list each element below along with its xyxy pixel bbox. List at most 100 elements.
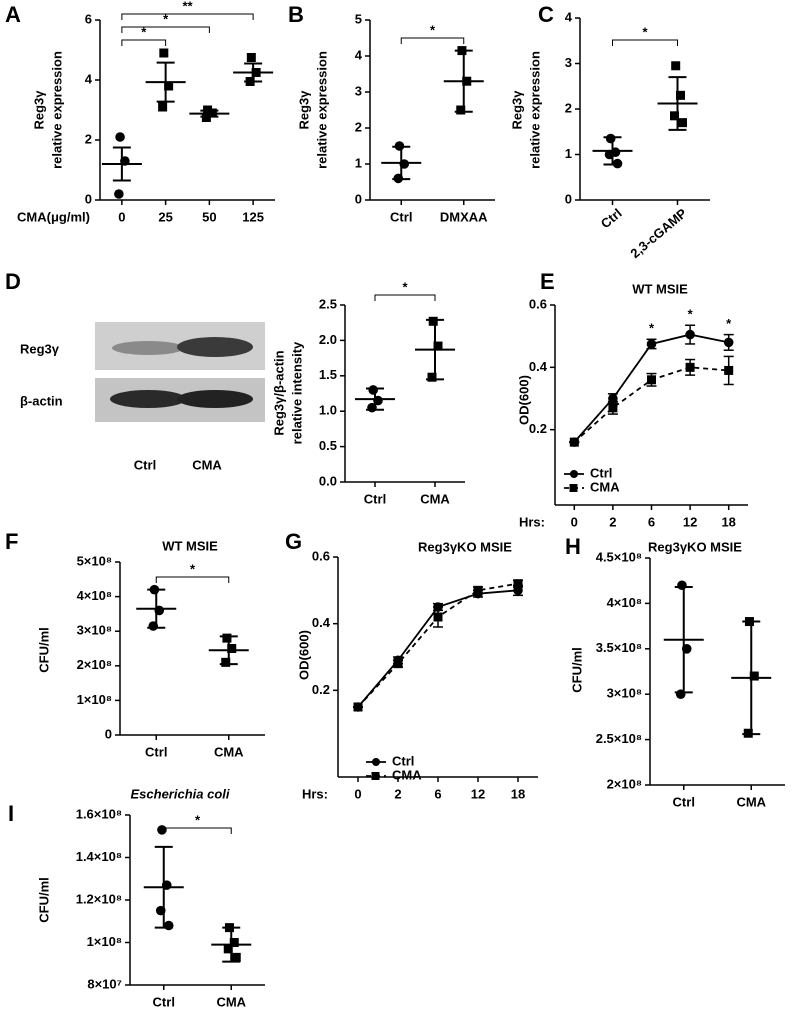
data-point xyxy=(223,944,233,954)
significance-label: * xyxy=(141,24,147,39)
x-tick-label: 18 xyxy=(511,786,525,801)
x-tick-label: 12 xyxy=(683,514,697,529)
panel-letter: C xyxy=(538,2,554,27)
y-tick-label: 1×10⁸ xyxy=(77,692,112,707)
x-tick-label: CMA xyxy=(216,994,246,1009)
y-tick-label: 1.0 xyxy=(319,403,337,418)
chart-title: Escherichia coli xyxy=(131,786,230,801)
data-point xyxy=(159,48,169,58)
x-tick-label: 6 xyxy=(648,514,655,529)
data-point xyxy=(231,952,241,962)
data-point xyxy=(678,118,687,128)
data-point xyxy=(513,579,523,589)
data-point xyxy=(221,657,231,667)
significance-label: * xyxy=(649,321,655,336)
significance-bracket xyxy=(163,827,232,834)
data-point xyxy=(724,365,734,375)
x-tick-label: CMA xyxy=(736,794,766,809)
y-tick-label: 4×10⁸ xyxy=(77,588,112,603)
data-point xyxy=(671,61,681,71)
x-axis-label: CMA(μg/ml) xyxy=(17,209,90,224)
legend-label: CMA xyxy=(590,479,620,494)
panel-letter: F xyxy=(5,529,18,554)
y-tick-label: 8×10⁷ xyxy=(87,976,122,991)
y-tick-label: 2.5 xyxy=(319,296,337,311)
data-point xyxy=(115,132,125,142)
panel-letter: B xyxy=(288,2,304,27)
chart-title: WT MSIE xyxy=(162,538,218,553)
x-tick-label: 6 xyxy=(434,786,441,801)
panel-letter: H xyxy=(565,534,581,559)
data-point xyxy=(456,105,466,115)
significance-bracket xyxy=(121,26,210,33)
panel-letter: I xyxy=(8,801,14,826)
legend-marker xyxy=(372,758,380,766)
data-point xyxy=(676,90,685,100)
x-tick-label: CMA xyxy=(214,744,244,759)
y-tick-label: 0.4 xyxy=(312,615,331,630)
y-tick-label: 0.4 xyxy=(529,359,548,374)
y-axis-label: relative intensity xyxy=(289,341,304,444)
chart-title: WT MSIE xyxy=(632,281,688,296)
data-point xyxy=(685,362,695,372)
y-axis-label: relative expression xyxy=(49,51,64,169)
x-tick-label: Ctrl xyxy=(145,744,167,759)
data-point xyxy=(569,437,579,447)
data-point xyxy=(608,403,618,413)
data-point xyxy=(114,189,124,199)
data-point xyxy=(158,102,168,112)
significance-label: * xyxy=(195,812,201,827)
y-tick-label: 0.6 xyxy=(529,296,547,311)
y-tick-label: 3.5×10⁸ xyxy=(596,640,642,655)
significance-bracket xyxy=(374,294,436,301)
x-tick-label: 25 xyxy=(158,209,172,224)
y-axis-label: Reg3γ xyxy=(509,90,524,130)
significance-label: * xyxy=(190,561,196,576)
x-axis-label: Hrs: xyxy=(302,786,328,801)
series-line xyxy=(357,582,519,708)
y-tick-label: 1.4×10⁸ xyxy=(76,849,122,864)
y-tick-label: 3 xyxy=(565,55,572,70)
data-point xyxy=(222,633,232,643)
data-point xyxy=(393,659,403,669)
data-point xyxy=(723,337,734,348)
significance-bracket xyxy=(155,576,230,583)
data-point xyxy=(428,316,438,326)
x-tick-label: 2 xyxy=(609,514,616,529)
blot-lane-label: CMA xyxy=(192,457,222,472)
data-point xyxy=(368,385,379,395)
y-axis-label: relative expression xyxy=(527,51,542,169)
blot-band xyxy=(177,390,253,408)
y-tick-label: 2×10⁸ xyxy=(77,657,112,672)
data-point xyxy=(433,612,443,622)
x-tick-label: 0 xyxy=(571,514,578,529)
chart-title: Reg3γKO MSIE xyxy=(418,539,512,554)
data-point xyxy=(473,585,483,595)
y-tick-label: 0.0 xyxy=(319,473,337,488)
legend-label: Ctrl xyxy=(590,465,612,480)
y-tick-label: 6 xyxy=(85,11,92,26)
significance-bracket xyxy=(121,39,167,46)
blot-band xyxy=(177,337,253,357)
y-tick-label: 1.5 xyxy=(319,367,337,382)
x-tick-label: Ctrl xyxy=(364,491,386,506)
panel-letter: A xyxy=(5,2,21,27)
y-tick-label: 2.5×10⁸ xyxy=(596,731,642,746)
significance-label: * xyxy=(642,24,648,39)
significance-label: * xyxy=(726,316,732,331)
blot-row-label: β-actin xyxy=(20,393,63,408)
y-tick-label: 2 xyxy=(355,119,362,134)
significance-bracket xyxy=(121,13,254,20)
x-tick-label: Ctrl xyxy=(390,209,412,224)
data-point xyxy=(685,329,695,340)
legend-label: CMA xyxy=(392,767,422,782)
significance-label: * xyxy=(163,11,169,26)
data-point xyxy=(677,580,687,591)
y-tick-label: 0.2 xyxy=(529,421,547,436)
western-blot: Reg3γ β-actin Ctrl CMA xyxy=(20,322,265,472)
chart-title: Reg3γKO MSIE xyxy=(648,539,742,554)
y-tick-label: 1.2×10⁸ xyxy=(76,891,122,906)
data-point xyxy=(353,702,363,712)
data-point xyxy=(227,644,237,653)
